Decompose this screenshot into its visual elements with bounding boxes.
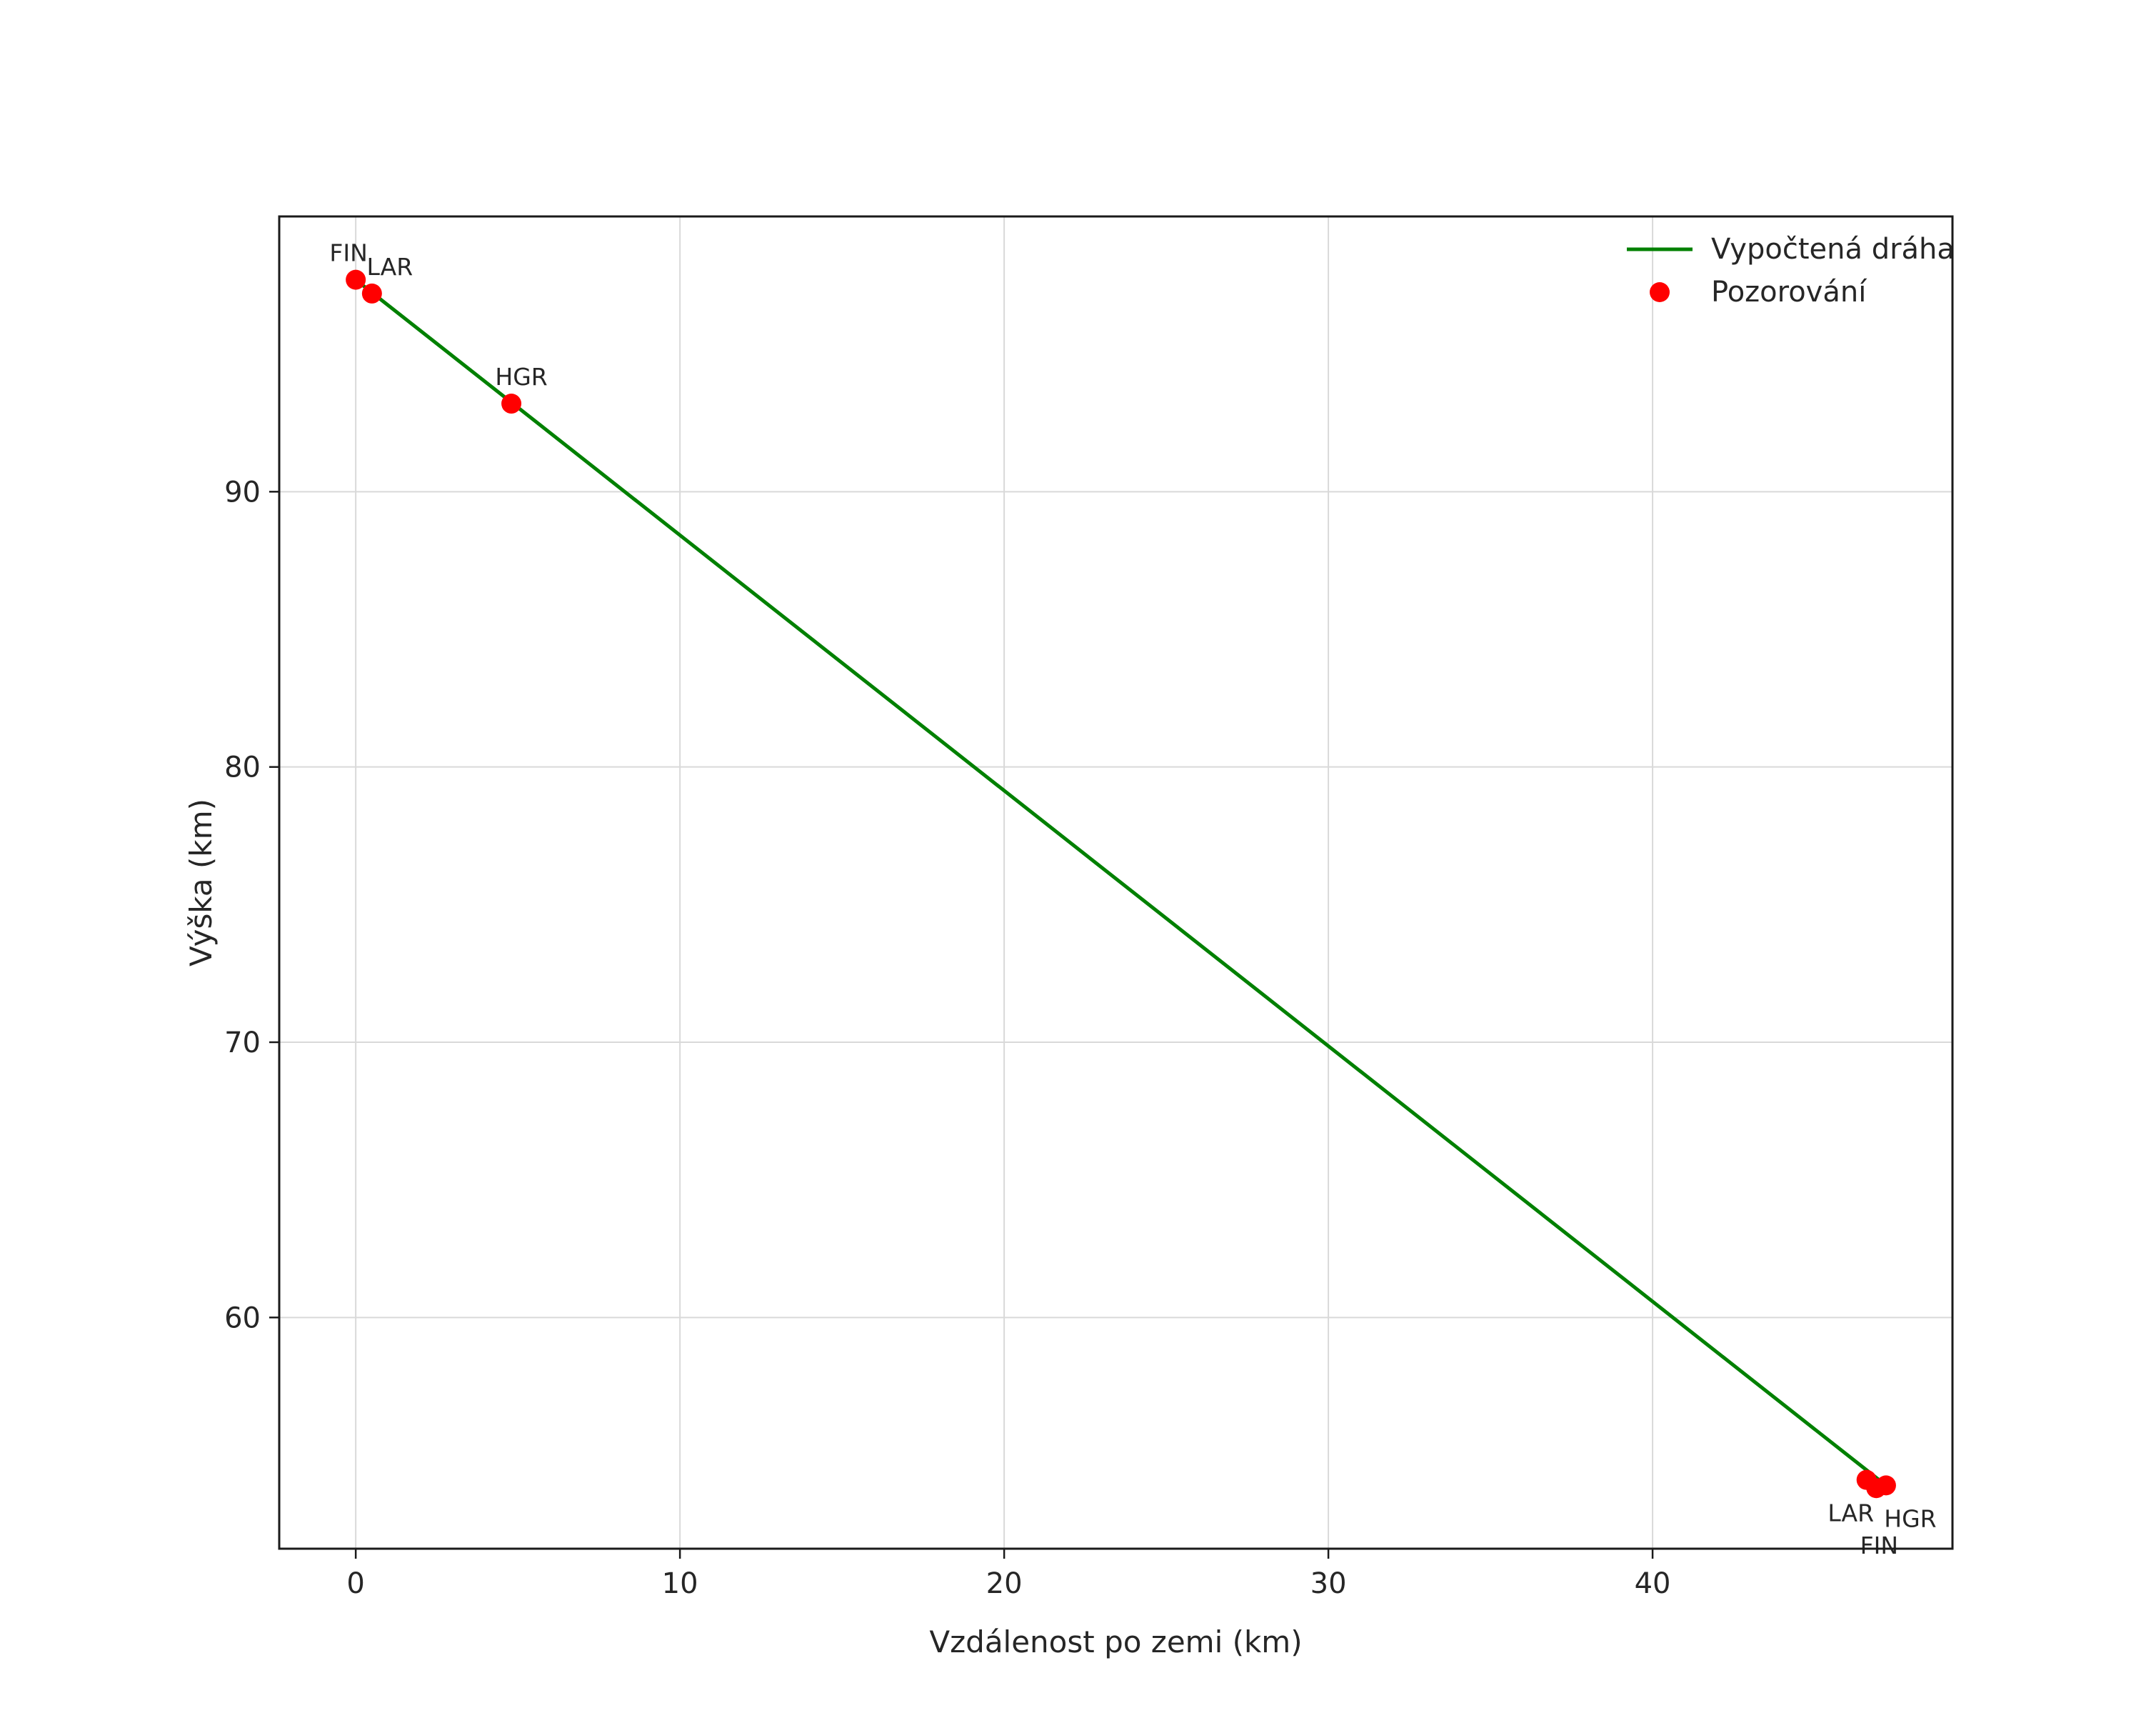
station-label: LAR: [1827, 1499, 1874, 1527]
station-label: LAR: [367, 253, 413, 281]
x-axis-label: Vzdálenost po zemi (km): [929, 1624, 1302, 1659]
x-tick-label: 40: [1635, 1567, 1671, 1600]
y-tick-label: 60: [224, 1302, 261, 1334]
x-tick-label: 0: [346, 1567, 364, 1600]
y-tick-label: 70: [224, 1027, 261, 1059]
y-tick-label: 90: [224, 476, 261, 509]
x-tick-label: 10: [662, 1567, 698, 1600]
legend-label: Vypočtená dráha: [1711, 233, 1955, 266]
station-label: HGR: [495, 363, 547, 391]
observation-point: [346, 269, 366, 290]
x-tick-label: 20: [986, 1567, 1023, 1600]
x-tick-label: 30: [1310, 1567, 1347, 1600]
station-label: HGR: [1884, 1504, 1936, 1532]
legend-label: Pozorování: [1711, 276, 1867, 309]
y-axis-label: Výška (km): [184, 799, 219, 967]
station-label: FIN: [1860, 1532, 1898, 1559]
station-label: FIN: [329, 239, 367, 267]
observation-point: [501, 394, 522, 414]
y-tick-label: 80: [224, 751, 261, 784]
legend-marker-sample: [1650, 282, 1670, 302]
trajectory-line: [354, 278, 1888, 1487]
plot-border: [278, 215, 1954, 1550]
observation-point: [1866, 1478, 1887, 1499]
observation-point: [361, 283, 382, 304]
